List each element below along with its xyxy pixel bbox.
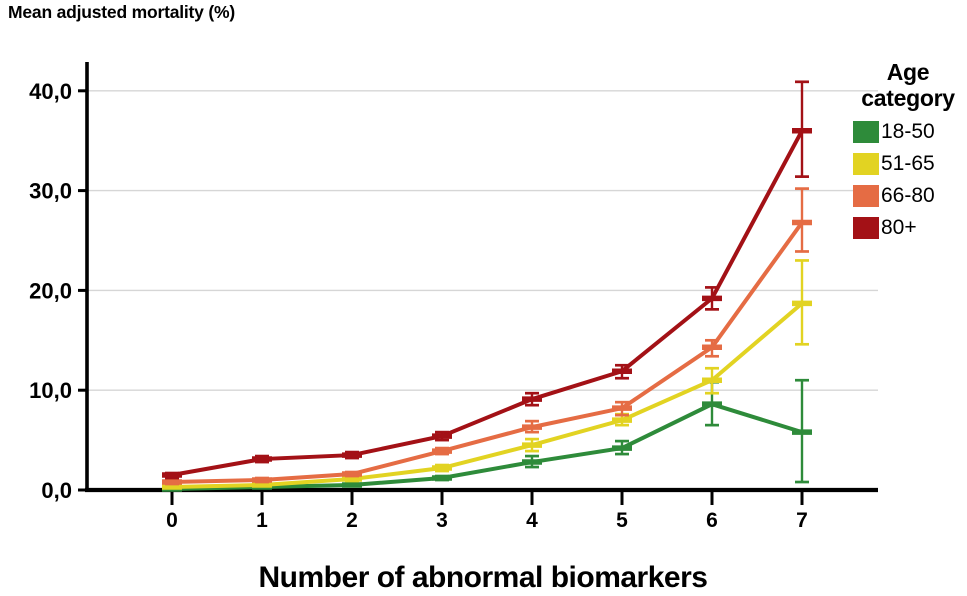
chart-title: Mean adjusted mortality (%): [8, 2, 235, 22]
svg-text:3: 3: [436, 509, 448, 532]
svg-text:0: 0: [166, 509, 178, 532]
series-18-50: [162, 378, 812, 492]
legend-item-80plus: 80+: [853, 216, 963, 240]
axes: [85, 62, 878, 493]
legend-swatch-18-50: [853, 121, 879, 143]
legend-swatch-66-80: [853, 185, 879, 207]
legend-label-80plus: 80+: [881, 216, 917, 239]
legend-title: Age category: [861, 59, 955, 111]
legend-label-18-50: 18-50: [881, 120, 935, 143]
svg-text:0,0: 0,0: [41, 478, 72, 503]
svg-text:20,0: 20,0: [29, 278, 72, 303]
y-axis-ticks: 0,0 10,0 20,0 30,0 40,0: [29, 79, 87, 503]
legend: Age category 18-50 51-65 66-80 80+: [853, 59, 963, 249]
svg-text:5: 5: [616, 509, 628, 532]
legend-swatch-51-65: [853, 153, 879, 175]
svg-text:4: 4: [526, 509, 538, 532]
series-66-80: [162, 187, 812, 486]
svg-text:10,0: 10,0: [29, 378, 72, 403]
svg-text:2: 2: [346, 509, 358, 532]
svg-text:1: 1: [256, 509, 268, 532]
svg-text:40,0: 40,0: [29, 79, 72, 104]
svg-text:Number of abnormal biomarkers: Number of abnormal biomarkers: [259, 561, 708, 594]
gridlines: [87, 90, 878, 391]
x-axis-title: Number of abnormal biomarkers: [259, 561, 708, 594]
svg-text:6: 6: [706, 509, 718, 532]
x-axis-ticks: 0 1 2 3 4 5 6 7: [166, 492, 808, 532]
svg-text:30,0: 30,0: [29, 179, 72, 204]
legend-label-51-65: 51-65: [881, 152, 935, 175]
series-80plus: [162, 80, 812, 480]
legend-swatch-80plus: [853, 217, 879, 239]
svg-text:7: 7: [796, 509, 808, 532]
legend-item-66-80: 66-80: [853, 184, 963, 208]
legend-item-51-65: 51-65: [853, 152, 963, 176]
legend-label-66-80: 66-80: [881, 184, 935, 207]
legend-item-18-50: 18-50: [853, 120, 963, 144]
